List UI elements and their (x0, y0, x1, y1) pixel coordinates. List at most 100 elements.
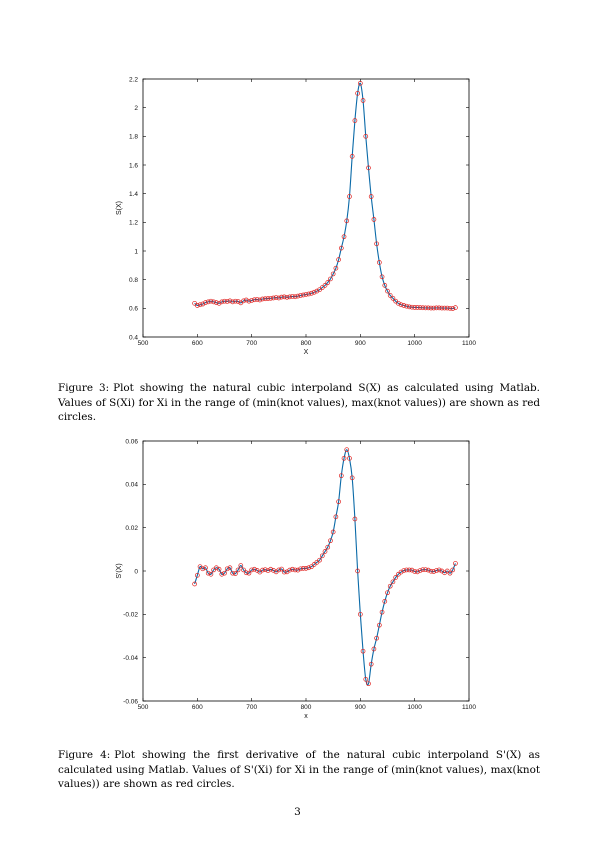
fig3-knot-marker (368, 194, 374, 199)
fig3-knot-marker (382, 283, 388, 288)
fig3-knot-marker (262, 296, 268, 302)
fig3-knot-marker (211, 299, 216, 305)
fig4-knot-marker (227, 565, 233, 571)
fig4-knot-marker (453, 561, 458, 566)
fig3-knot-marker (306, 291, 312, 297)
fig3-y-tick-label: 1.8 (129, 134, 138, 141)
fig4-knot-marker (271, 567, 276, 573)
fig3-knot-marker (298, 293, 303, 298)
fig4-knot-marker (434, 568, 439, 573)
fig3-knot-marker (330, 271, 336, 277)
fig3-knot-marker (398, 302, 404, 308)
fig3-y-tick-label: 1 (134, 248, 138, 255)
fig4-knot-marker (319, 553, 325, 559)
fig4-knot-marker (379, 609, 385, 615)
fig3-knot-marker (279, 294, 284, 300)
fig4-knot-marker (404, 567, 409, 573)
fig4-x-axis-label: x (304, 713, 308, 720)
fig3-knot-marker (314, 288, 320, 294)
fig3-knot-marker (385, 288, 390, 294)
fig3-knot-marker (276, 295, 282, 301)
fig3-knot-marker (333, 265, 339, 271)
fig4-interpolant-curve (194, 449, 456, 686)
fig4-knot-marker (417, 568, 423, 573)
fig4-knot-marker (387, 583, 393, 589)
fig3-knot-marker (311, 289, 317, 295)
fig3-knot-marker (357, 80, 363, 86)
fig3-interpolant-curve (194, 82, 456, 310)
fig4-knot-marker (290, 566, 295, 572)
fig4-knot-marker (393, 575, 398, 580)
fig3-x-axis-label: X (304, 349, 309, 356)
fig4-knot-marker (344, 447, 350, 453)
fig3-knot-marker (300, 292, 306, 298)
fig4-knot-marker (425, 567, 431, 573)
fig3-knot-marker (287, 294, 293, 300)
fig4-y-tick-label: 0.02 (125, 525, 138, 532)
fig4-y-tick-label: -0.02 (123, 612, 138, 619)
fig4-x-tick-label: 900 (355, 704, 366, 711)
fig4-knot-marker (235, 567, 241, 573)
fig4-knot-marker (205, 570, 211, 576)
fig3-knot-marker (434, 305, 439, 311)
figure-3-plot: 500 600 700 800 900 1000 1100 0.4 0.6 0.8 1 1.2 1.4 1… (0, 0, 595, 380)
fig3-x-tick-label: 800 (301, 340, 312, 347)
fig4-knot-marker (390, 579, 396, 585)
fig3-knot-marker (227, 298, 233, 304)
fig4-x-tick-label: 700 (246, 704, 257, 711)
fig3-knot-marker (439, 305, 445, 311)
figure-4-caption: Figure 4: Plot showing the first derivati… (58, 748, 540, 792)
fig3-y-tick-label: 1.4 (129, 191, 138, 198)
fig4-knot-marker (412, 569, 418, 574)
fig3-knot-marker (281, 294, 287, 300)
fig4-knot-marker (355, 568, 360, 574)
fig4-knot-marker (243, 570, 249, 576)
fig3-knot-marker (265, 296, 271, 301)
fig3-knot-marker (366, 165, 371, 171)
fig4-x-tick-label: 600 (192, 704, 203, 711)
fig4-knot-marker (208, 571, 214, 577)
fig4-knot-marker (328, 538, 333, 544)
fig4-knot-marker (194, 572, 200, 578)
fig3-knot-marker (322, 283, 328, 288)
fig4-knot-marker (423, 567, 428, 573)
fig3-knot-marker (409, 304, 415, 310)
fig3-knot-marker (200, 301, 206, 307)
fig3-knot-marker (338, 245, 344, 251)
fig4-x-tick-label: 1000 (407, 704, 422, 711)
fig3-knot-marker (216, 300, 222, 306)
fig4-knot-marker (333, 514, 339, 520)
fig3-knot-marker (349, 154, 355, 159)
fig4-knot-marker (347, 455, 352, 461)
fig4-knot-marker (260, 567, 265, 573)
fig3-knot-marker (425, 305, 431, 311)
fig3-knot-marker (290, 294, 295, 299)
fig4-knot-marker (241, 567, 246, 573)
fig4-y-tick-label: 0.06 (125, 438, 138, 445)
fig4-knot-marker (233, 571, 238, 576)
fig4-knot-marker (447, 570, 453, 576)
fig4-knot-marker (371, 646, 377, 652)
fig3-y-axis-label: S(X) (116, 201, 123, 215)
fig3-knot-marker (379, 274, 385, 280)
page-number: 3 (294, 806, 301, 818)
fig3-knot-marker (271, 295, 276, 301)
fig3-knot-marker (390, 295, 396, 301)
fig4-knot-marker (415, 569, 420, 575)
fig3-knot-marker (447, 305, 453, 311)
fig3-knot-marker (420, 305, 426, 311)
fig3-knot-marker (336, 257, 341, 262)
fig4-knot-marker (246, 570, 252, 576)
fig3-knot-marker (309, 290, 314, 296)
fig4-knot-marker (363, 676, 369, 682)
fig4-knot-marker (385, 590, 390, 596)
fig4-knot-marker (238, 563, 244, 568)
fig3-knot-marker (203, 300, 208, 305)
fig3-knot-marker (442, 305, 447, 311)
fig4-knot-marker (401, 568, 407, 573)
fig3-knot-marker (205, 299, 211, 305)
fig4-knot-marker (224, 566, 230, 572)
fig3-knot-marker (417, 305, 423, 310)
fig4-knot-marker (219, 571, 225, 577)
fig3-knot-marker (230, 299, 235, 305)
